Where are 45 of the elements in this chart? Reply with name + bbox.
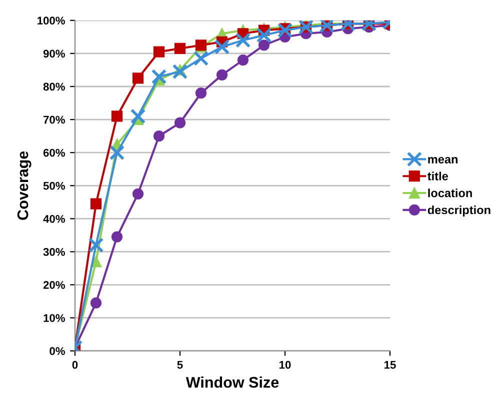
y-tick-label: 20%: [43, 281, 65, 289]
x-tick-label: 10: [280, 360, 291, 369]
point: [237, 54, 249, 66]
point: [216, 69, 228, 80]
x-tick-label: 0: [72, 360, 78, 369]
point: [258, 40, 270, 51]
legend-label: mean: [428, 156, 458, 164]
point: [195, 88, 207, 99]
legend-label: description: [428, 206, 490, 217]
x-tick-label: 5: [177, 361, 183, 369]
y-tick-label: 10%: [44, 314, 65, 322]
y-tick-label: 70%: [44, 116, 65, 124]
point: [214, 39, 230, 54]
point: [111, 110, 123, 122]
point: [174, 117, 186, 128]
legend-label: title: [428, 172, 448, 180]
point: [193, 50, 209, 66]
x-tick-label: 15: [384, 361, 396, 369]
point: [153, 46, 165, 58]
point: [277, 22, 293, 38]
point: [90, 297, 102, 309]
y-tick-label: 40%: [43, 214, 65, 223]
legend-label: location: [428, 188, 472, 198]
point: [151, 68, 167, 84]
point: [132, 188, 144, 200]
point: [111, 231, 123, 242]
y-axis-title: Coverage: [17, 151, 32, 220]
y-tick-label: 90%: [43, 50, 65, 58]
x-axis-title: Window Size: [186, 376, 279, 388]
y-tick-label: 100%: [38, 16, 65, 25]
point: [130, 108, 146, 124]
point: [109, 144, 125, 160]
point: [88, 237, 104, 253]
point: [172, 64, 188, 80]
y-tick-label: 50%: [43, 182, 65, 190]
point: [132, 72, 144, 84]
y-tick-label: 80%: [43, 82, 65, 91]
point: [153, 130, 165, 142]
y-tick-label: 60%: [43, 148, 65, 157]
point: [90, 198, 102, 210]
point: [256, 28, 272, 43]
point: [174, 42, 186, 54]
point: [235, 32, 251, 48]
y-tick-label: 0%: [50, 347, 65, 356]
y-tick-label: 30%: [43, 248, 65, 256]
